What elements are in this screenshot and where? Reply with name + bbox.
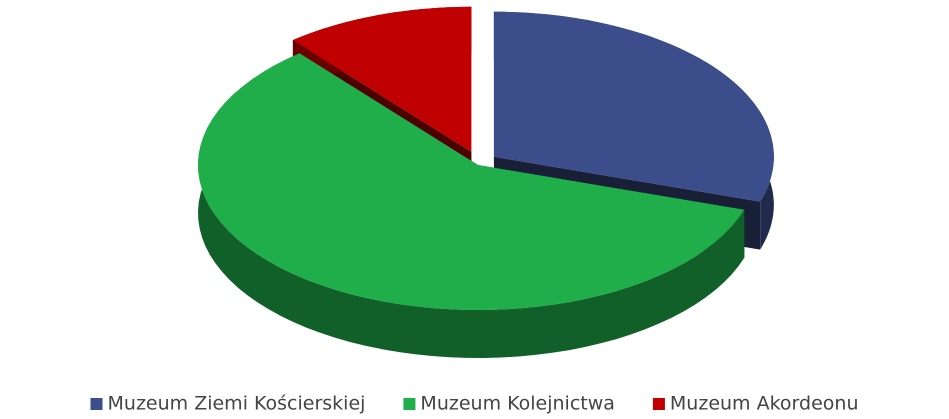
legend-label: Muzeum Kolejnictwa bbox=[420, 393, 614, 415]
legend-label: Muzeum Ziemi Kościerskiej bbox=[108, 393, 366, 415]
slice bbox=[292, 6, 472, 152]
slice bbox=[493, 11, 774, 202]
slice bbox=[198, 53, 745, 311]
legend-label: Muzeum Akordeonu bbox=[670, 393, 859, 415]
legend-swatch bbox=[90, 398, 103, 410]
legend: Muzeum Ziemi Kościerskiej Muzeum Kolejnic… bbox=[90, 393, 859, 415]
legend-swatch bbox=[652, 398, 665, 410]
legend-swatch bbox=[403, 398, 416, 410]
slice-tops bbox=[198, 6, 774, 311]
